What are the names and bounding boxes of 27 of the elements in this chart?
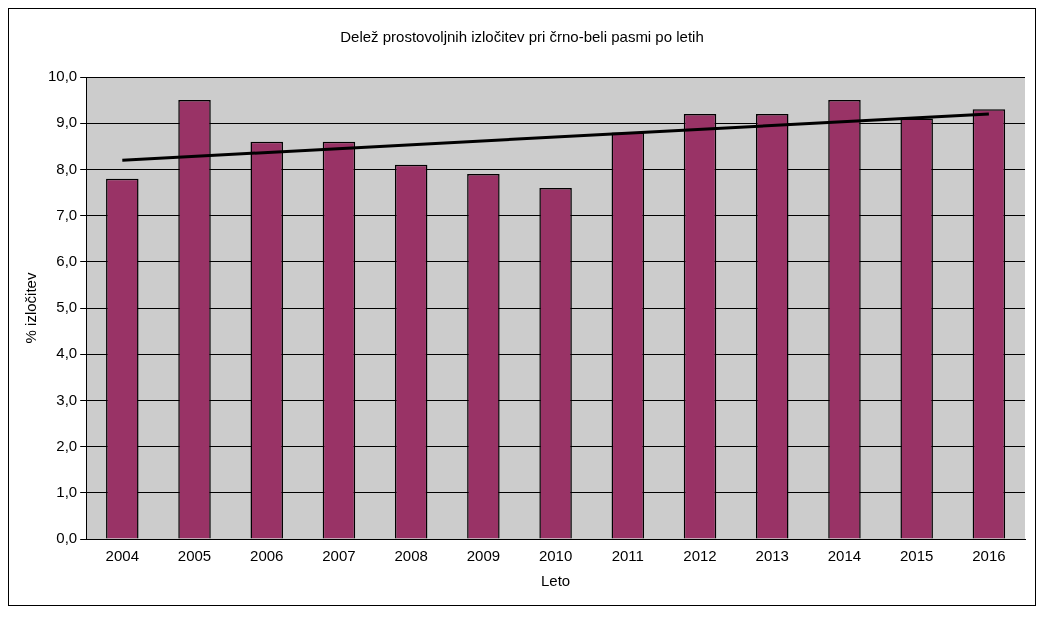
x-tick-label: 2007 [322, 547, 356, 565]
y-tick-label: 4,0 [56, 344, 78, 362]
y-tick-label: 2,0 [56, 436, 78, 454]
y-tick-label: 0,0 [56, 529, 78, 547]
x-tick-label: 2012 [683, 547, 717, 565]
x-axis-title: Leto [541, 572, 571, 590]
x-tick-label: 2013 [755, 547, 789, 565]
x-tick-label: 2009 [466, 547, 501, 565]
x-tick-label: 2005 [177, 547, 212, 565]
y-tick-label: 7,0 [56, 205, 78, 223]
y-tick-label: 1,0 [56, 482, 78, 500]
y-tick-label: 8,0 [56, 159, 78, 177]
y-tick-label: 6,0 [56, 251, 78, 269]
y-tick-label: 10,0 [47, 67, 78, 85]
x-tick-label: 2004 [105, 547, 139, 565]
chart-title: Delež prostovoljnih izločitev pri črno-beli pasmi po letih [340, 28, 704, 46]
y-tick-label: 3,0 [56, 390, 78, 408]
x-tick-label: 2006 [250, 547, 284, 565]
y-tick-label: 9,0 [56, 113, 78, 131]
x-tick-label: 2010 [538, 547, 573, 565]
x-tick-label: 2011 [611, 547, 644, 565]
x-tick-label: 2008 [394, 547, 428, 565]
y-tick-label: 5,0 [56, 298, 78, 316]
x-tick-label: 2015 [899, 547, 934, 565]
y-axis-title: % izločitev [22, 272, 40, 344]
x-tick-label: 2014 [827, 547, 862, 565]
x-tick-label: 2016 [972, 547, 1006, 565]
